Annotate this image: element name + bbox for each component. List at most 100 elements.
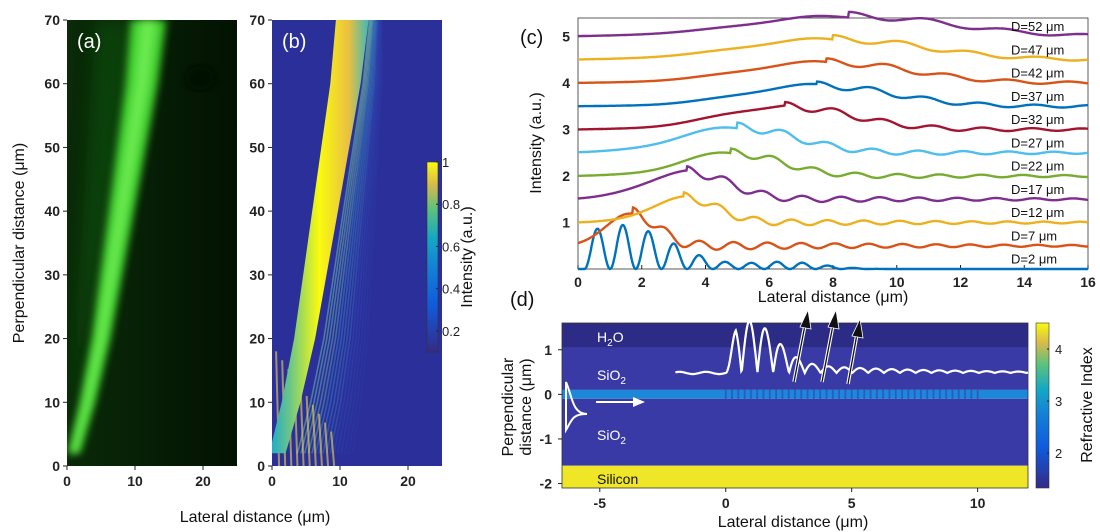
panel-d-grating-tooth <box>844 389 847 400</box>
panel-a-ytick-label: 30 <box>44 267 60 283</box>
panel-a-xtick-label: 20 <box>195 473 211 489</box>
panel-b-colorbar-label: Intensity (a.u.) <box>459 206 476 307</box>
panel-c-series-label: D=12 μm <box>1011 205 1064 220</box>
panel-c-xtick-label: 4 <box>702 274 710 290</box>
panel-d-grating-tooth <box>775 389 778 400</box>
panel-b-colorbar-ticks: 0.2 0.4 0.6 0.8 1 <box>436 155 460 339</box>
panel-b-fringe-base <box>311 404 317 466</box>
panel-d-grating-tooth <box>812 389 815 400</box>
panel-b-beam <box>272 20 369 454</box>
panel-b-ytick-label: 20 <box>249 331 265 347</box>
panel-b-fringe <box>325 20 377 454</box>
panel-a-beam-core <box>71 20 157 454</box>
panel-c-series-line <box>578 80 1088 109</box>
panel-d-grating-tooth <box>907 389 910 400</box>
panel-b-ticks: 0 10 20 0 10 20 30 40 50 60 70 <box>249 12 416 489</box>
panel-b-ytick-label: 40 <box>249 203 265 219</box>
panel-c-series-line <box>578 100 1089 133</box>
panel-a: 0 10 20 0 10 20 30 40 50 60 70 (a) <box>44 12 237 489</box>
panel-d-grating-tooth <box>863 389 866 400</box>
panel-d-grating-tooth <box>957 389 960 400</box>
panel-d-ylabel-line1: Perpendicular <box>500 357 517 456</box>
panel-d-xlabel: Lateral distance (μm) <box>718 514 869 531</box>
panel-a-label: (a) <box>77 31 101 53</box>
panel-d-grating-tooth <box>875 389 878 400</box>
panel-d: (d) H2O SiO2 SiO2 Silicon -5 0 5 10 -2 -1 0 1 P… <box>500 289 1096 531</box>
panel-d-grating-tooth <box>724 389 727 400</box>
panel-d-grating-tooth <box>819 389 822 400</box>
panel-c-xtick-label: 8 <box>829 274 837 290</box>
panel-d-grating-tooth <box>800 389 803 400</box>
panel-d-colorbar-label: Refractive Index <box>1079 347 1096 463</box>
panel-c-series-label: D=32 μm <box>1011 112 1064 127</box>
panel-b: 0 10 20 0 10 20 30 40 50 60 70 (b) 0.2 0.4 0.6 0.8 1 I… <box>249 12 476 489</box>
panel-b-xtick-label: 10 <box>332 473 348 489</box>
panel-d-xtick-label: 10 <box>970 495 986 511</box>
panel-a-ytick-label: 60 <box>44 76 60 92</box>
panel-b-fringe <box>351 20 383 454</box>
panel-d-grating-tooth <box>750 389 752 400</box>
panel-d-grating-tooth <box>825 389 828 400</box>
panel-d-grating-tooth <box>838 389 840 400</box>
panel-c-ylabel: Intensity (a.u.) <box>528 92 545 193</box>
panel-c-ytick-label: 2 <box>562 168 570 184</box>
panel-b-xtick-label: 20 <box>400 473 416 489</box>
panel-b-fringe <box>344 20 381 454</box>
panel-b-fringe-base <box>305 395 311 466</box>
panel-d-label-silicon: Silicon <box>597 471 638 487</box>
panel-d-label-h2o: H2O <box>597 329 624 349</box>
panel-d-grating-tooth <box>920 389 922 400</box>
panel-d-ytick-label: 1 <box>544 342 552 358</box>
panel-c-xtick-label: 12 <box>953 274 969 290</box>
panel-b-fringe-base <box>330 431 336 466</box>
panel-c-xlabel: Lateral distance (μm) <box>758 289 909 306</box>
panel-d-input-arrow <box>596 397 645 407</box>
panel-d-colorbar-tick-label: 2 <box>1055 446 1062 461</box>
panel-d-label: (d) <box>510 289 534 311</box>
panel-b-fringe <box>336 20 380 454</box>
panel-d-grating-tooth <box>869 389 872 400</box>
panel-c-lines <box>577 10 1089 271</box>
panel-c-series-line <box>577 206 1088 251</box>
panel-a-halo <box>67 20 150 466</box>
panel-c-ytick-label: 1 <box>562 215 570 231</box>
panel-b-colorbar-tick-label: 0.8 <box>442 197 460 212</box>
panel-d-grating-tooth <box>831 389 834 400</box>
panel-c-xtick-label: 10 <box>889 274 905 290</box>
panel-c-ytick-label: 4 <box>562 75 570 91</box>
panel-a-ytick-label: 0 <box>52 458 60 474</box>
ab-xlabel: Lateral distance (μm) <box>180 509 331 526</box>
panel-a-ytick-label: 40 <box>44 203 60 219</box>
panel-b-fringe-base <box>324 422 330 466</box>
panel-c-series-line <box>577 164 1089 204</box>
panel-d-ytick-label: -2 <box>540 476 553 492</box>
panel-a-ytick-label: 10 <box>44 394 60 410</box>
panel-d-grating-tooth <box>787 389 790 400</box>
panel-a-dark-spot <box>186 66 214 90</box>
panel-d-grating-tooth <box>888 389 891 400</box>
panel-d-grating-tooth <box>743 389 746 400</box>
panel-d-grating-tooth <box>926 389 929 400</box>
panel-c-series-line <box>577 147 1089 180</box>
panel-d-frame <box>561 322 1029 489</box>
panel-d-grating-tooth <box>737 389 740 400</box>
panel-a-ticks: 0 10 20 0 10 20 30 40 50 60 70 <box>44 12 211 489</box>
panel-a-ytick-label: 50 <box>44 139 60 155</box>
panel-b-colorbar-tick-label: 0.6 <box>442 239 460 254</box>
panel-c-series-label: D=2 μm <box>1011 252 1057 267</box>
panel-d-grating-tooth <box>976 389 979 400</box>
panel-d-emission-arrows <box>792 308 864 385</box>
panel-b-ytick-label: 0 <box>257 458 265 474</box>
panel-c-series-label: D=37 μm <box>1011 89 1064 104</box>
panel-d-grating <box>724 389 979 400</box>
panel-a-ytick-label: 70 <box>44 12 60 28</box>
panel-d-grating-tooth <box>964 389 966 400</box>
panel-d-grating-tooth <box>756 389 759 400</box>
panel-d-layer <box>562 398 1028 466</box>
panel-d-grating-tooth <box>768 389 771 400</box>
panel-b-label: (b) <box>282 31 306 53</box>
panel-b-fringe <box>300 20 371 454</box>
panel-d-grating-tooth <box>762 389 765 400</box>
